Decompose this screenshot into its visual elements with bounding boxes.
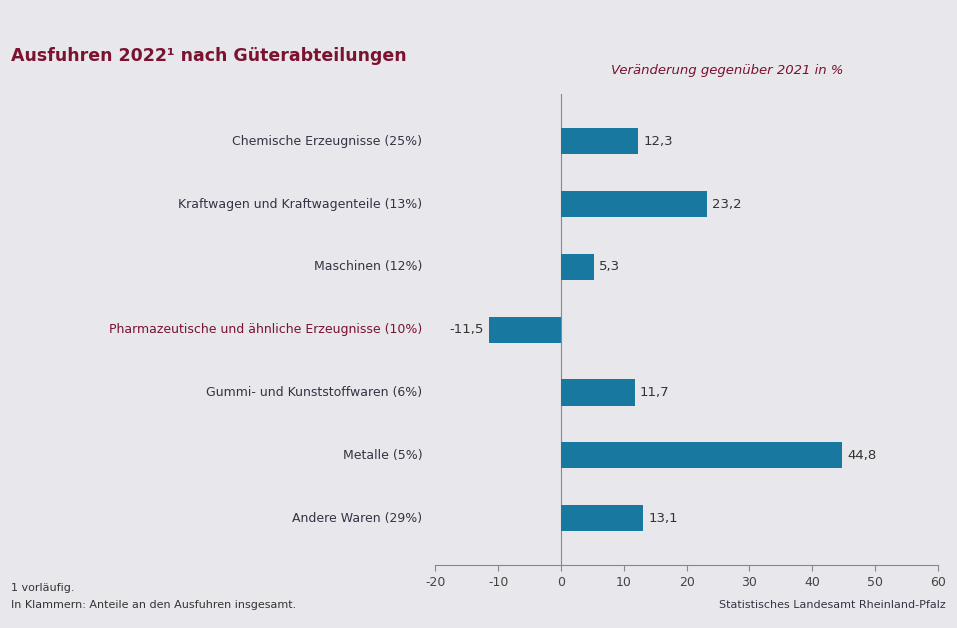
- Text: Maschinen (12%): Maschinen (12%): [314, 261, 422, 273]
- Text: 11,7: 11,7: [639, 386, 669, 399]
- Bar: [489, 317, 561, 343]
- Text: Andere Waren (29%): Andere Waren (29%): [292, 512, 422, 524]
- Text: Pharmazeutische und ähnliche Erzeugnisse (10%): Pharmazeutische und ähnliche Erzeugnisse…: [109, 323, 422, 336]
- Text: 23,2: 23,2: [712, 198, 742, 210]
- Bar: [561, 128, 638, 154]
- Text: 5,3: 5,3: [599, 261, 620, 273]
- Text: Chemische Erzeugnisse (25%): Chemische Erzeugnisse (25%): [233, 135, 422, 148]
- Text: -11,5: -11,5: [450, 323, 484, 336]
- Bar: [561, 442, 842, 468]
- Text: Statistisches Landesamt Rheinland-Pfalz: Statistisches Landesamt Rheinland-Pfalz: [719, 600, 946, 610]
- Text: 12,3: 12,3: [643, 135, 673, 148]
- Text: 44,8: 44,8: [848, 449, 877, 462]
- Text: Gummi- und Kunststoffwaren (6%): Gummi- und Kunststoffwaren (6%): [207, 386, 422, 399]
- Bar: [561, 505, 643, 531]
- Text: 1 vorläufig.: 1 vorläufig.: [11, 583, 75, 593]
- Bar: [561, 379, 634, 406]
- Text: Metalle (5%): Metalle (5%): [343, 449, 422, 462]
- Text: In Klammern: Anteile an den Ausfuhren insgesamt.: In Klammern: Anteile an den Ausfuhren in…: [11, 600, 297, 610]
- Bar: [561, 191, 706, 217]
- Text: Veränderung gegenüber 2021 in %: Veränderung gegenüber 2021 in %: [611, 63, 843, 77]
- Text: 13,1: 13,1: [648, 512, 678, 524]
- Bar: [561, 254, 594, 280]
- Text: Kraftwagen und Kraftwagenteile (13%): Kraftwagen und Kraftwagenteile (13%): [178, 198, 422, 210]
- Text: Ausfuhren 2022¹ nach Güterabteilungen: Ausfuhren 2022¹ nach Güterabteilungen: [11, 47, 407, 65]
